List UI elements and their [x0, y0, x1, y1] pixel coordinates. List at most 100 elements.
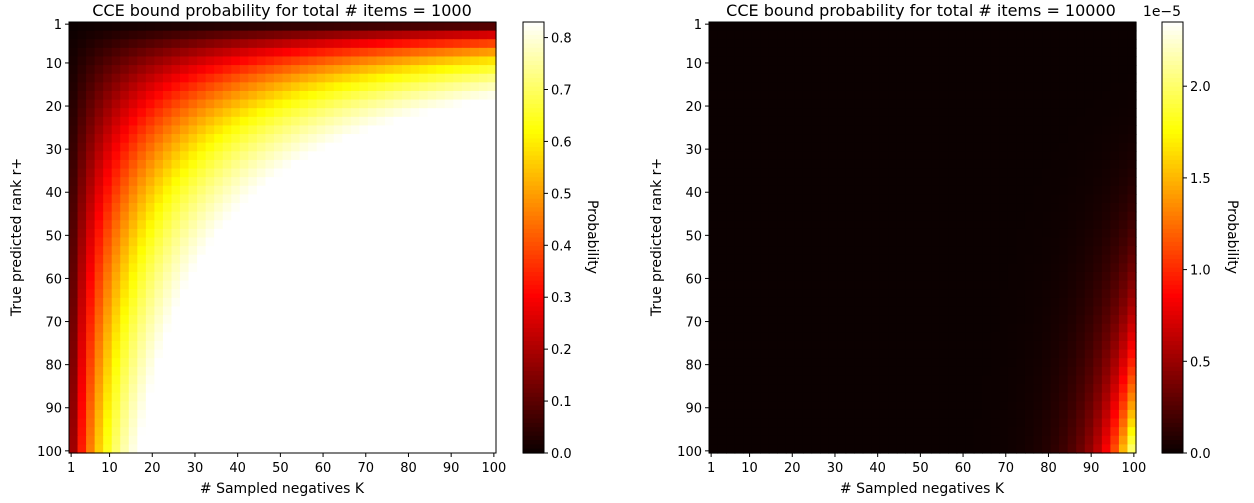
heatmap-cell: [453, 108, 462, 117]
heatmap-cell: [897, 220, 906, 229]
heatmap-cell: [334, 82, 343, 91]
heatmap-cell: [820, 91, 829, 100]
heatmap-cell: [854, 117, 863, 126]
chart-left-heatmap: [69, 22, 497, 454]
heatmap-cell: [1025, 143, 1034, 152]
heatmap-cell: [1085, 74, 1094, 83]
heatmap-cell: [982, 332, 991, 341]
heatmap-cell: [905, 143, 914, 152]
heatmap-cell: [974, 160, 983, 169]
heatmap-cell: [342, 56, 351, 65]
heatmap-cell: [957, 117, 966, 126]
heatmap-cell: [743, 22, 752, 31]
heatmap-cell: [419, 324, 428, 333]
heatmap-cell: [752, 39, 761, 48]
heatmap-cell: [752, 315, 761, 324]
heatmap-cell: [120, 298, 129, 307]
heatmap-cell: [914, 229, 923, 238]
heatmap-cell: [726, 384, 735, 393]
heatmap-cell: [470, 194, 479, 203]
heatmap-cell: [1051, 160, 1060, 169]
heatmap-cell: [411, 358, 420, 367]
heatmap-cell: [103, 22, 112, 31]
heatmap-cell: [334, 315, 343, 324]
heatmap-cell: [231, 410, 240, 419]
heatmap-cell: [95, 238, 104, 247]
heatmap-cell: [1042, 194, 1051, 203]
heatmap-cell: [300, 255, 309, 264]
heatmap-cell: [154, 281, 163, 290]
heatmap-cell: [453, 419, 462, 428]
heatmap-cell: [300, 324, 309, 333]
heatmap-cell: [334, 367, 343, 376]
heatmap-cell: [189, 134, 198, 143]
heatmap-cell: [257, 358, 266, 367]
heatmap-cell: [445, 65, 454, 74]
heatmap-cell: [1110, 367, 1119, 376]
heatmap-cell: [214, 31, 223, 40]
heatmap-cell: [248, 220, 257, 229]
heatmap-cell: [718, 65, 727, 74]
heatmap-cell: [419, 436, 428, 445]
heatmap-cell: [905, 332, 914, 341]
heatmap-cell: [351, 22, 360, 31]
heatmap-cell: [803, 358, 812, 367]
heatmap-cell: [265, 65, 274, 74]
heatmap-cell: [197, 151, 206, 160]
heatmap-cell: [735, 229, 744, 238]
heatmap-cell: [726, 246, 735, 255]
heatmap-cell: [820, 341, 829, 350]
heatmap-cell: [743, 194, 752, 203]
heatmap-cell: [120, 229, 129, 238]
heatmap-cell: [206, 117, 215, 126]
heatmap-cell: [325, 238, 334, 247]
heatmap-cell: [948, 169, 957, 178]
heatmap-cell: [445, 384, 454, 393]
heatmap-cell: [846, 48, 855, 57]
heatmap-cell: [940, 125, 949, 134]
heatmap-cell: [991, 281, 1000, 290]
heatmap-cell: [726, 341, 735, 350]
heatmap-cell: [709, 194, 718, 203]
heatmap-cell: [905, 272, 914, 281]
heatmap-cell: [291, 246, 300, 255]
heatmap-cell: [120, 238, 129, 247]
heatmap-cell: [1110, 281, 1119, 290]
heatmap-cell: [86, 65, 95, 74]
heatmap-cell: [86, 203, 95, 212]
heatmap-cell: [411, 108, 420, 117]
heatmap-cell: [445, 393, 454, 402]
heatmap-cell: [718, 74, 727, 83]
heatmap-cell: [760, 272, 769, 281]
heatmap-cell: [274, 315, 283, 324]
heatmap-cell: [1068, 229, 1077, 238]
heatmap-cell: [214, 82, 223, 91]
heatmap-cell: [317, 324, 326, 333]
heatmap-cell: [957, 298, 966, 307]
heatmap-cell: [1034, 134, 1043, 143]
heatmap-cell: [1051, 375, 1060, 384]
heatmap-cell: [265, 410, 274, 419]
heatmap-cell: [470, 134, 479, 143]
heatmap-cell: [1119, 358, 1128, 367]
heatmap-cell: [78, 427, 87, 436]
heatmap-cell: [897, 125, 906, 134]
heatmap-cell: [940, 367, 949, 376]
heatmap-cell: [103, 31, 112, 40]
heatmap-cell: [137, 341, 146, 350]
colorbar-segment: [523, 367, 544, 372]
colorbar-segment: [523, 130, 544, 135]
heatmap-cell: [428, 229, 437, 238]
heatmap-cell: [189, 169, 198, 178]
heatmap-cell: [342, 117, 351, 126]
heatmap-cell: [837, 367, 846, 376]
colorbar-segment: [523, 255, 544, 260]
heatmap-cell: [837, 324, 846, 333]
heatmap-cell: [206, 281, 215, 290]
heatmap-cell: [214, 74, 223, 83]
heatmap-cell: [1119, 384, 1128, 393]
heatmap-cell: [223, 48, 232, 57]
heatmap-cell: [394, 48, 403, 57]
heatmap-cell: [317, 117, 326, 126]
heatmap-cell: [368, 315, 377, 324]
